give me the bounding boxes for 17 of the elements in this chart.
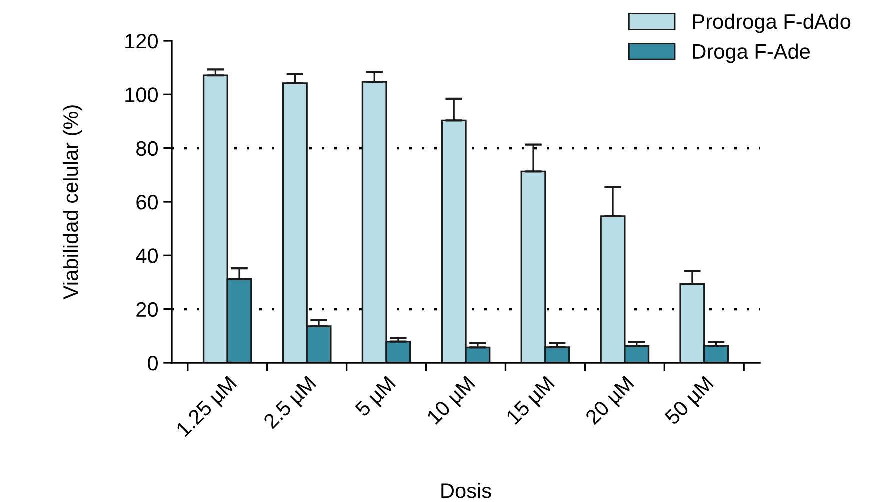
- x-tick-label: 5 µM: [354, 376, 400, 420]
- y-tick-label: 0: [148, 356, 158, 371]
- x-axis-title: Dosis: [442, 483, 492, 498]
- y-tick-label: 100: [126, 88, 158, 102]
- y-axis-title: Viabilidad celular (%): [62, 106, 82, 300]
- y-tick-label: 120: [126, 34, 158, 49]
- y-tick-label: 20: [136, 302, 158, 318]
- x-tick-label: 10 µM: [426, 376, 479, 428]
- y-tick-label: 40: [136, 248, 158, 264]
- legend-label: Droga F-Ade: [693, 44, 810, 64]
- legend-label: Prodroga F-dAdo: [693, 14, 851, 34]
- x-tick-label: 2.5 µM: [262, 376, 320, 432]
- y-tick-label: 60: [136, 195, 158, 210]
- x-tick-label: 20 µM: [584, 376, 638, 428]
- x-tick-label: 50 µM: [664, 376, 717, 428]
- x-tick-label: 15 µM: [506, 376, 558, 428]
- y-tick-label: 80: [136, 141, 158, 156]
